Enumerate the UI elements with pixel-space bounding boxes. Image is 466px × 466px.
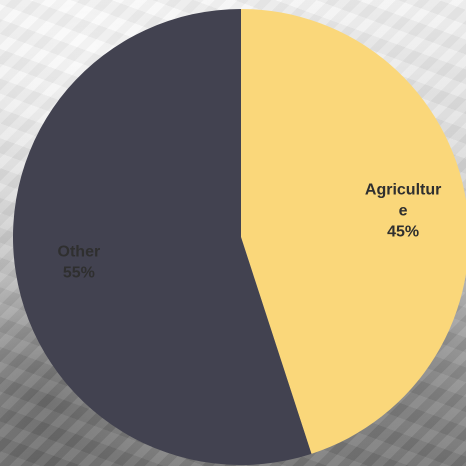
pie-slice-0 bbox=[241, 9, 466, 454]
pie-slices bbox=[13, 9, 466, 465]
slice-label-1-line-0: Other bbox=[58, 243, 101, 260]
pie-labels: Agricultur e 45% Other 55% bbox=[58, 182, 442, 282]
slice-percent-label-1: 55% bbox=[63, 264, 95, 281]
pie-slice-1 bbox=[13, 9, 312, 465]
slice-percent-label-0: 45% bbox=[387, 224, 419, 241]
slice-label-0-line-0: Agricultur bbox=[365, 182, 441, 199]
slice-label-0-line-1: e bbox=[399, 203, 408, 220]
